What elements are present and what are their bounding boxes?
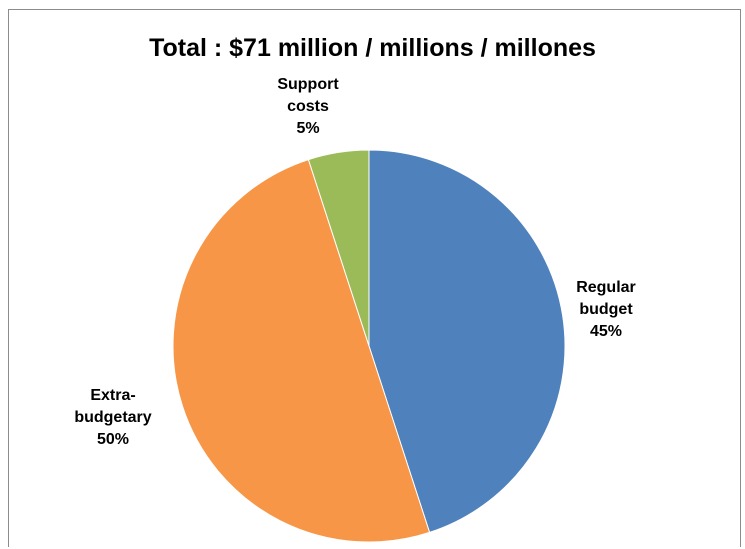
pie-slice-0: [368, 149, 566, 534]
slice-label-line: Support: [277, 76, 339, 93]
slice-label-line: budgetary: [74, 409, 151, 426]
slice-label-2: Support costs 5%: [277, 76, 339, 137]
pie-labels: Regular budget 45% Extra-budgetary 50% Suppor…: [74, 76, 635, 448]
slice-label-0: Regular budget 45%: [576, 279, 636, 340]
slice-label-line: 45%: [590, 323, 622, 340]
slice-label-line: 50%: [97, 431, 129, 448]
pie-slice-2: [307, 149, 370, 347]
slice-label-line: 5%: [296, 120, 319, 137]
slice-label-line: budget: [579, 301, 633, 318]
slice-label-line: Extra-: [90, 387, 135, 404]
slice-label-line: costs: [287, 98, 329, 115]
pie-slice-1: [172, 158, 431, 543]
slice-label-1: Extra-budgetary 50%: [74, 387, 151, 448]
slice-label-line: Regular: [576, 279, 636, 296]
pie-slices: [172, 149, 566, 543]
chart-title: Total : $71 million / millions / millone…: [149, 34, 596, 62]
